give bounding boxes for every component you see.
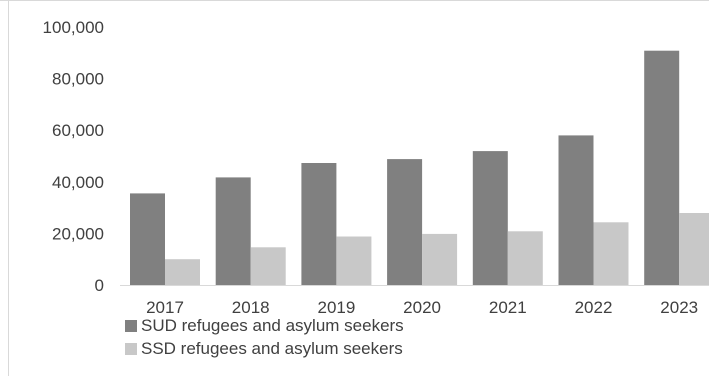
bar-sud bbox=[301, 163, 337, 285]
bar-ssd bbox=[336, 236, 372, 285]
y-tick-label: 80,000 bbox=[52, 70, 104, 89]
bar-sud bbox=[387, 159, 423, 285]
chart-frame-top bbox=[0, 0, 709, 1]
y-tick-label: 40,000 bbox=[52, 173, 104, 192]
bar-ssd bbox=[507, 231, 543, 285]
bar-sud bbox=[130, 193, 165, 285]
bar-ssd bbox=[165, 259, 200, 285]
legend-label: SUD refugees and asylum seekers bbox=[141, 316, 404, 335]
y-tick-label: 0 bbox=[95, 276, 104, 295]
y-tick-label: 60,000 bbox=[52, 121, 104, 140]
y-tick-label: 100,000 bbox=[43, 18, 104, 37]
x-tick-label: 2021 bbox=[489, 298, 527, 317]
bar-ssd bbox=[593, 222, 629, 285]
x-tick-label: 2020 bbox=[403, 298, 441, 317]
x-tick-label: 2022 bbox=[575, 298, 613, 317]
legend-label: SSD refugees and asylum seekers bbox=[141, 339, 403, 358]
bar-ssd bbox=[250, 247, 286, 285]
y-tick-label: 20,000 bbox=[52, 224, 104, 243]
bar-ssd bbox=[679, 213, 709, 285]
x-tick-label: 2018 bbox=[232, 298, 270, 317]
bar-sud bbox=[472, 151, 508, 285]
x-tick-label: 2017 bbox=[146, 298, 184, 317]
bar-sud bbox=[215, 177, 251, 285]
chart-frame-left bbox=[8, 0, 9, 376]
x-tick-label: 2019 bbox=[317, 298, 355, 317]
legend-swatch bbox=[125, 343, 137, 355]
legend-swatch bbox=[125, 320, 137, 332]
bar-ssd bbox=[422, 233, 458, 285]
bar-sud bbox=[644, 50, 680, 286]
x-tick-label: 2023 bbox=[660, 298, 698, 317]
bar-sud bbox=[558, 135, 594, 285]
